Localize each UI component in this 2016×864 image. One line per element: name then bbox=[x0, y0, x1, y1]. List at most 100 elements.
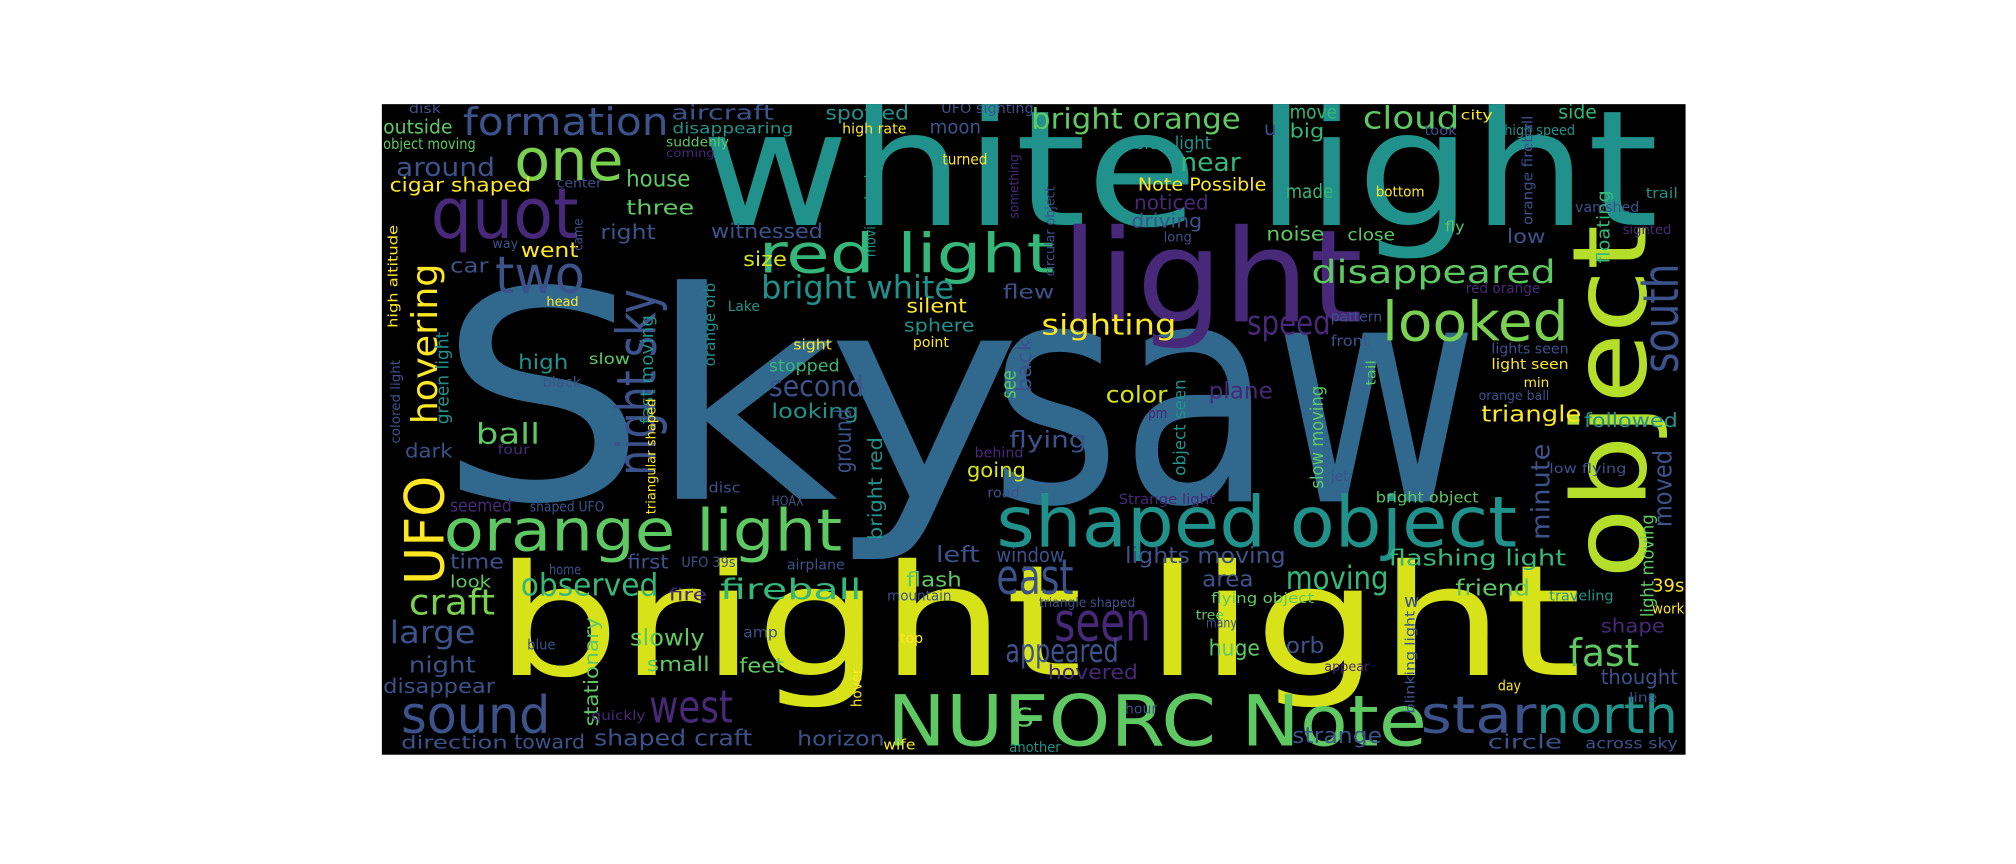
word: color bbox=[1106, 382, 1168, 408]
word: outside bbox=[383, 116, 452, 139]
word: triangle bbox=[1481, 403, 1581, 428]
word: hovering bbox=[405, 264, 446, 425]
word: trail bbox=[1646, 186, 1678, 202]
word: west bbox=[649, 681, 733, 734]
word: pm bbox=[1148, 406, 1167, 422]
word: amp bbox=[743, 624, 778, 642]
word: window bbox=[996, 543, 1064, 567]
word: head bbox=[546, 295, 578, 310]
word: S bbox=[1016, 703, 1034, 733]
word: disk bbox=[409, 102, 442, 117]
word: UFO 39s bbox=[681, 555, 735, 571]
word: bottom bbox=[1376, 185, 1425, 201]
word: first bbox=[627, 550, 669, 573]
word: flew bbox=[1003, 280, 1054, 303]
word: hour bbox=[1125, 702, 1157, 718]
word: high altitude bbox=[386, 225, 401, 328]
word: front bbox=[1331, 332, 1370, 350]
word: witnessed bbox=[711, 219, 823, 243]
word: went bbox=[521, 238, 579, 262]
word: huge bbox=[1209, 637, 1260, 662]
word: slow bbox=[589, 350, 630, 368]
word: fireball bbox=[720, 573, 861, 606]
word: ground bbox=[831, 409, 857, 473]
word: moon bbox=[930, 116, 981, 139]
word: ball bbox=[476, 418, 540, 451]
word: east bbox=[996, 549, 1073, 606]
word: big bbox=[1290, 120, 1325, 143]
word: silent bbox=[906, 294, 967, 317]
word: flying bbox=[1009, 427, 1086, 453]
word: four bbox=[498, 443, 531, 458]
word: UFO bbox=[394, 476, 457, 585]
word: vanished bbox=[1575, 200, 1639, 216]
word: second bbox=[769, 370, 864, 403]
word: side bbox=[1558, 100, 1597, 123]
word: Note Possible bbox=[1138, 174, 1267, 195]
word: circle bbox=[1488, 730, 1563, 753]
word: saw bbox=[990, 215, 1479, 574]
word: orange fireball bbox=[1521, 116, 1537, 225]
word: followed bbox=[1584, 409, 1678, 432]
word: tree bbox=[1196, 609, 1224, 624]
word: center bbox=[557, 177, 603, 192]
word: moving bbox=[1286, 559, 1389, 597]
word: cloud bbox=[1363, 101, 1459, 137]
word: flying object bbox=[1211, 591, 1314, 607]
word: made bbox=[1286, 180, 1334, 203]
word: observed bbox=[521, 567, 659, 603]
word: plane bbox=[1209, 379, 1273, 405]
word: something bbox=[1007, 154, 1022, 218]
word: home bbox=[549, 563, 581, 579]
word: move bbox=[1290, 100, 1338, 123]
word: sight bbox=[793, 338, 832, 354]
word: fly bbox=[1445, 219, 1464, 235]
word: shape bbox=[1601, 615, 1665, 638]
word: one bbox=[514, 126, 623, 194]
word: thought bbox=[1601, 665, 1678, 689]
word: night sky bbox=[606, 289, 669, 475]
word: object moving bbox=[383, 135, 476, 153]
word: flashing light bbox=[1389, 547, 1567, 572]
word: green light bbox=[433, 332, 454, 425]
word: sphere bbox=[904, 316, 975, 337]
word: cigar shaped bbox=[390, 174, 531, 197]
word: fast bbox=[1569, 631, 1640, 676]
word: mountain bbox=[887, 588, 951, 604]
word: dark bbox=[405, 440, 453, 463]
word: object seen bbox=[1169, 379, 1189, 475]
word: u bbox=[1264, 117, 1277, 140]
word: object bbox=[1552, 225, 1671, 579]
word: orange orb bbox=[701, 283, 719, 367]
word: tail bbox=[1365, 360, 1380, 386]
word: blue bbox=[527, 637, 555, 653]
word: back bbox=[1012, 338, 1036, 392]
word: fast moving bbox=[637, 315, 658, 424]
word: NUFORC Note bbox=[887, 680, 1427, 763]
word: slowly bbox=[630, 625, 705, 651]
word: work bbox=[1652, 601, 1685, 617]
word: traveling bbox=[1549, 588, 1613, 604]
word: large bbox=[390, 615, 476, 651]
word: right bbox=[600, 220, 655, 244]
word: two bbox=[495, 246, 585, 306]
word: black bbox=[543, 375, 582, 391]
word: another bbox=[1009, 740, 1061, 756]
word: took bbox=[1425, 124, 1458, 139]
word: horizon bbox=[797, 727, 884, 751]
word: colored light bbox=[389, 360, 404, 444]
word: around bbox=[396, 153, 495, 183]
word: speed bbox=[1247, 303, 1331, 342]
word: shaped craft bbox=[594, 727, 753, 752]
word: shaped object bbox=[996, 480, 1517, 563]
word: bright orange bbox=[1031, 103, 1241, 136]
word: fire bbox=[669, 584, 708, 604]
word: going bbox=[967, 458, 1026, 482]
word: friend bbox=[1455, 576, 1530, 601]
word: seemed bbox=[450, 496, 512, 517]
word: hover bbox=[849, 668, 865, 707]
word: driving bbox=[1131, 210, 1202, 233]
word: disappeared bbox=[1311, 253, 1555, 291]
word: sighted bbox=[1623, 223, 1672, 238]
word: blue light bbox=[1134, 133, 1211, 154]
